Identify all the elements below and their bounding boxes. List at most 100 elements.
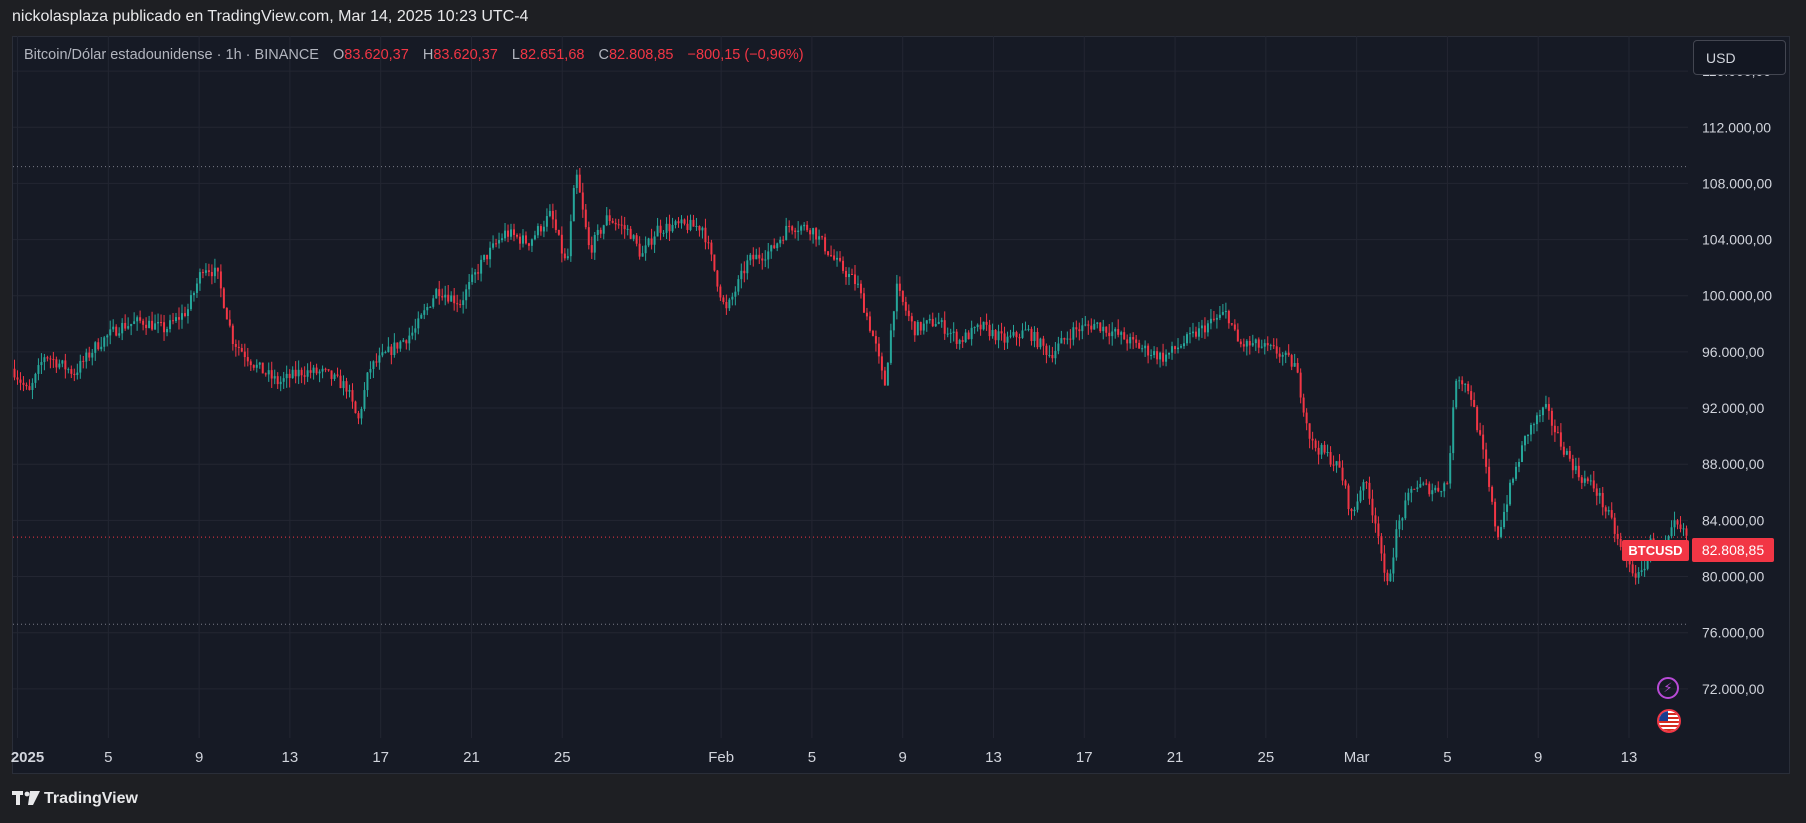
candle-body	[121, 322, 124, 334]
candle-body	[641, 253, 644, 257]
x-tick-label: 5	[104, 749, 112, 766]
candle-body	[1323, 444, 1326, 453]
candle-body	[321, 368, 324, 372]
candle-body	[1470, 391, 1473, 400]
candle-body	[145, 324, 148, 329]
lightning-icon[interactable]: ⚡	[1657, 677, 1679, 699]
candle-body	[97, 342, 100, 350]
candle-body	[521, 235, 524, 244]
candle-body	[961, 340, 964, 342]
candle-body	[264, 373, 267, 375]
price-chart[interactable]: 72.000,00 76.000,00 80.000,00 84.000,00 88.0…	[0, 0, 1806, 790]
candle-body	[1218, 314, 1221, 318]
candle-body	[1314, 440, 1317, 448]
candle-body	[770, 245, 773, 252]
candle-body	[510, 229, 513, 237]
candle-body	[1398, 520, 1401, 530]
candle-body	[381, 352, 384, 356]
candle-body	[931, 318, 934, 327]
candle-body	[1380, 536, 1383, 554]
candle-body	[1491, 486, 1494, 502]
candle-body	[309, 370, 312, 373]
candle-body	[973, 327, 976, 329]
candle-body	[970, 327, 973, 340]
candle-body	[139, 317, 142, 321]
candle-body	[1221, 312, 1224, 315]
candle-body	[686, 223, 689, 230]
candle-body	[148, 320, 151, 329]
candle-body	[1036, 331, 1039, 348]
low-value: 82.651,68	[519, 47, 585, 63]
candle-body	[1643, 568, 1646, 571]
candle-body	[82, 360, 85, 362]
candle-body	[151, 320, 154, 330]
candle-body	[976, 324, 979, 328]
x-tick-label: 9	[195, 749, 203, 766]
candle-body	[495, 243, 498, 245]
open-value: 83.620,37	[344, 47, 409, 63]
candle-body	[453, 295, 456, 304]
candle-body	[827, 251, 830, 256]
candle-body	[611, 220, 614, 223]
candle-body	[1003, 333, 1006, 343]
candle-body	[1156, 351, 1159, 360]
candle-body	[384, 352, 387, 354]
candle-body	[913, 321, 916, 336]
candle-body	[366, 372, 369, 391]
candle-body	[1589, 480, 1592, 482]
candle-body	[524, 235, 527, 244]
candle-body	[408, 335, 411, 344]
candle-body	[34, 373, 37, 383]
candle-body	[1251, 343, 1254, 346]
candle-body	[1096, 322, 1099, 324]
candle-body	[1679, 524, 1682, 530]
candle-body	[683, 219, 686, 224]
candle-body	[587, 227, 590, 246]
candle-body	[88, 352, 91, 358]
candle-body	[674, 221, 677, 226]
candle-body	[1676, 520, 1679, 525]
candle-body	[1461, 380, 1464, 385]
candle-body	[55, 359, 58, 368]
candle-body	[447, 294, 450, 302]
candle-body	[1165, 354, 1168, 362]
x-tick-label: 2025	[11, 749, 44, 766]
candle-body	[1054, 350, 1057, 359]
candle-body	[1410, 488, 1413, 493]
candle-body	[569, 221, 572, 257]
candle-body	[115, 326, 118, 336]
candle-body	[1503, 511, 1506, 528]
us-flag-icon[interactable]	[1657, 709, 1681, 733]
chart-panel[interactable]	[12, 36, 1790, 774]
candle-body	[1580, 477, 1583, 483]
candle-body	[581, 192, 584, 210]
candle-body	[157, 321, 160, 324]
candle-body	[964, 332, 967, 342]
candle-body	[602, 225, 605, 234]
candle-body	[1329, 452, 1332, 465]
candle-body	[1117, 329, 1120, 335]
candle-body	[189, 295, 192, 310]
candle-body	[52, 359, 55, 361]
candle-body	[414, 328, 417, 333]
candle-body	[19, 379, 22, 383]
candle-body	[498, 240, 501, 244]
currency-selector-button[interactable]: USD	[1693, 40, 1786, 75]
candle-body	[761, 258, 764, 261]
candle-body	[216, 267, 219, 272]
candle-body	[504, 230, 507, 239]
candle-body	[1084, 324, 1087, 326]
ohlc-legend: Bitcoin/Dólar estadounidense · 1h · BINA…	[24, 47, 804, 63]
candle-body	[647, 238, 650, 246]
candle-body	[339, 375, 342, 389]
candle-body	[599, 229, 602, 234]
candle-body	[949, 332, 952, 334]
candle-body	[492, 243, 495, 248]
symbol-price-tag: BTCUSD	[1622, 540, 1689, 561]
candle-body	[372, 361, 375, 369]
x-tick-label: 21	[1167, 749, 1184, 766]
candle-body	[848, 273, 851, 278]
candle-body	[501, 238, 504, 241]
x-tick-label: 21	[463, 749, 480, 766]
candle-body	[967, 332, 970, 340]
